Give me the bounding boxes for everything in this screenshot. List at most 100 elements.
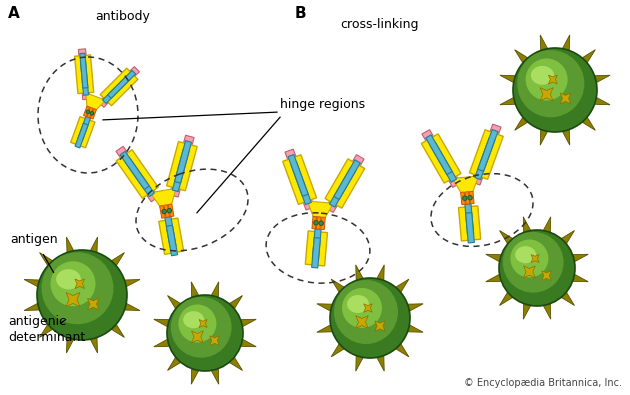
Polygon shape: [125, 158, 154, 197]
Ellipse shape: [56, 269, 81, 290]
Text: © Encyclopædia Britannica, Inc.: © Encyclopædia Britannica, Inc.: [464, 378, 622, 388]
Polygon shape: [391, 339, 409, 357]
Polygon shape: [88, 298, 99, 310]
Polygon shape: [192, 282, 202, 303]
Polygon shape: [209, 282, 219, 303]
Polygon shape: [166, 141, 197, 191]
Circle shape: [468, 196, 472, 200]
Polygon shape: [154, 319, 175, 329]
Polygon shape: [306, 231, 328, 266]
Polygon shape: [472, 150, 491, 185]
Polygon shape: [556, 287, 575, 305]
Ellipse shape: [37, 250, 127, 340]
Polygon shape: [329, 167, 356, 207]
Polygon shape: [515, 112, 533, 130]
Ellipse shape: [531, 66, 554, 85]
Polygon shape: [132, 169, 159, 202]
Text: B: B: [295, 6, 307, 21]
Polygon shape: [87, 107, 93, 118]
Polygon shape: [486, 271, 507, 282]
Polygon shape: [40, 252, 59, 271]
Polygon shape: [326, 179, 350, 213]
Polygon shape: [192, 363, 202, 384]
Polygon shape: [452, 176, 479, 205]
Polygon shape: [515, 50, 533, 68]
Polygon shape: [66, 293, 80, 307]
Ellipse shape: [517, 50, 585, 117]
Polygon shape: [478, 130, 498, 171]
Ellipse shape: [42, 252, 113, 324]
Polygon shape: [100, 68, 138, 106]
Polygon shape: [192, 331, 203, 343]
Ellipse shape: [347, 295, 369, 313]
Text: cross-linking: cross-linking: [340, 18, 418, 31]
Polygon shape: [75, 279, 84, 288]
Circle shape: [167, 209, 171, 213]
Polygon shape: [465, 192, 470, 204]
Circle shape: [462, 196, 467, 200]
Polygon shape: [340, 154, 364, 188]
Polygon shape: [175, 141, 192, 183]
Ellipse shape: [503, 232, 564, 293]
Polygon shape: [549, 75, 558, 84]
Text: antigen: antigen: [10, 233, 57, 246]
Polygon shape: [81, 60, 88, 95]
Polygon shape: [288, 154, 308, 196]
Ellipse shape: [342, 288, 382, 328]
Polygon shape: [421, 134, 461, 183]
Polygon shape: [164, 205, 169, 217]
Polygon shape: [235, 319, 256, 329]
Circle shape: [90, 111, 94, 115]
Polygon shape: [285, 149, 305, 184]
Text: A: A: [8, 6, 20, 21]
Text: hinge regions: hinge regions: [280, 98, 365, 111]
Polygon shape: [391, 279, 409, 297]
Ellipse shape: [178, 305, 216, 342]
Polygon shape: [356, 316, 368, 328]
Polygon shape: [588, 75, 610, 86]
Polygon shape: [524, 266, 536, 278]
Polygon shape: [115, 67, 139, 91]
Polygon shape: [90, 109, 96, 119]
Polygon shape: [224, 295, 243, 314]
Polygon shape: [80, 53, 88, 88]
Polygon shape: [71, 117, 95, 148]
Polygon shape: [567, 271, 588, 282]
Polygon shape: [559, 35, 570, 57]
Polygon shape: [331, 339, 350, 357]
Polygon shape: [500, 94, 522, 105]
Polygon shape: [173, 149, 189, 192]
Ellipse shape: [171, 297, 232, 358]
Polygon shape: [316, 217, 321, 229]
Polygon shape: [177, 135, 194, 170]
Polygon shape: [40, 318, 59, 337]
Polygon shape: [168, 295, 186, 314]
Polygon shape: [422, 130, 446, 163]
Circle shape: [319, 221, 323, 226]
Polygon shape: [312, 216, 316, 229]
Polygon shape: [500, 231, 518, 249]
Polygon shape: [401, 304, 423, 314]
Polygon shape: [67, 237, 77, 260]
Ellipse shape: [50, 261, 96, 306]
Polygon shape: [118, 280, 140, 290]
Polygon shape: [168, 352, 186, 371]
Ellipse shape: [510, 239, 548, 278]
Polygon shape: [291, 163, 311, 205]
Polygon shape: [524, 217, 534, 238]
Circle shape: [86, 110, 89, 114]
Polygon shape: [87, 331, 98, 353]
Polygon shape: [576, 50, 595, 68]
Polygon shape: [481, 124, 501, 158]
Polygon shape: [540, 88, 553, 101]
Circle shape: [314, 220, 318, 225]
Polygon shape: [331, 279, 350, 297]
Polygon shape: [166, 225, 178, 256]
Polygon shape: [541, 217, 551, 238]
Polygon shape: [567, 254, 588, 265]
Polygon shape: [466, 213, 474, 243]
Polygon shape: [103, 75, 130, 103]
Polygon shape: [500, 287, 518, 305]
Polygon shape: [469, 191, 474, 204]
Polygon shape: [469, 130, 503, 179]
